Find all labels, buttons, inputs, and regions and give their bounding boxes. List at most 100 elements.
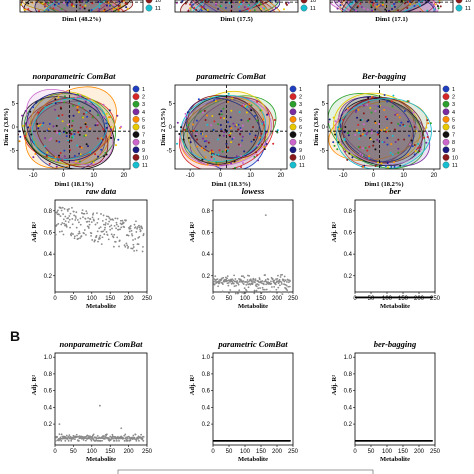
data-point: [206, 9, 209, 12]
data-point: [192, 123, 195, 126]
data-point: [72, 114, 75, 117]
data-point: [414, 150, 417, 153]
data-point: [233, 274, 236, 277]
data-point: [132, 239, 134, 241]
data-point: [79, 237, 81, 240]
data-point: [123, 434, 126, 437]
data-point: [142, 435, 145, 438]
group-ellipse: [180, 94, 267, 162]
data-point: [180, 126, 183, 129]
data-point: [242, 161, 245, 164]
data-point: [237, 123, 240, 126]
data-point: [114, 144, 117, 147]
y-tick-label: 5: [169, 102, 173, 108]
data-point: [203, 140, 206, 143]
data-point: [42, 121, 45, 124]
legend-label: 7: [142, 133, 145, 139]
data-point: [237, 282, 239, 285]
data-point: [63, 208, 66, 210]
data-point: [79, 94, 82, 97]
data-point: [67, 439, 70, 442]
data-point: [370, 4, 373, 7]
data-point: [52, 17, 54, 19]
data-point: [112, 437, 115, 440]
data-point: [88, 223, 91, 226]
data-point: [73, 133, 76, 136]
data-point: [68, 436, 70, 439]
data-point: [212, 128, 215, 131]
data-point: [109, 228, 112, 231]
data-point: [18, 140, 21, 143]
data-point: [413, 144, 416, 147]
legend-swatch: [132, 146, 140, 154]
data-point: [75, 433, 78, 436]
legend-label: 3: [452, 102, 455, 108]
data-point: [240, 118, 243, 121]
data-point: [120, 226, 123, 229]
data-point: [129, 227, 132, 230]
data-point: [372, 2, 375, 5]
data-point: [205, 135, 208, 138]
data-point: [234, 292, 237, 295]
data-point: [52, 125, 55, 128]
data-point: [399, 164, 402, 167]
y-tick-label: 5: [322, 102, 326, 108]
data-point: [390, 143, 393, 146]
data-point: [248, 118, 251, 121]
data-point: [70, 139, 73, 142]
data-point: [214, 278, 216, 281]
data-point: [134, 226, 137, 229]
data-point: [83, 134, 86, 137]
y-tick-label: 0.6: [202, 389, 211, 395]
data-point: [418, 4, 421, 7]
data-point: [27, 8, 30, 11]
data-point: [438, 1, 441, 4]
data-point: [389, 12, 391, 14]
data-point: [61, 230, 63, 233]
data-point: [231, 97, 234, 100]
data-point: [132, 243, 135, 246]
data-point: [129, 439, 132, 442]
data-point: [374, 165, 377, 168]
data-point: [60, 8, 63, 11]
data-point: [358, 137, 361, 140]
data-point: [87, 227, 90, 229]
data-point: [79, 153, 82, 156]
data-point: [240, 3, 243, 6]
y-tick-label: 0.4: [202, 405, 211, 411]
data-point: [78, 221, 80, 224]
data-point: [126, 2, 129, 5]
data-point: [419, 148, 422, 151]
data-point: [63, 222, 66, 225]
data-point: [270, 286, 273, 288]
data-point: [207, 0, 210, 3]
x-axis-label: Dim1 (17.5): [220, 16, 253, 23]
data-point: [72, 5, 75, 8]
data-point: [124, 439, 126, 442]
data-point: [66, 210, 69, 212]
legend-label: 1: [452, 87, 455, 93]
data-point: [417, 13, 419, 15]
data-point: [366, 103, 369, 106]
data-point: [109, 128, 112, 131]
data-point: [87, 0, 90, 2]
data-point: [407, 120, 410, 123]
data-point: [383, 12, 385, 14]
data-point: [115, 439, 118, 442]
data-point: [125, 438, 128, 441]
data-point: [282, 278, 285, 281]
data-point: [357, 145, 360, 148]
data-point: [380, 129, 383, 132]
data-point: [134, 238, 137, 240]
y-tick-label: 0.8: [202, 209, 211, 215]
legend-swatch: [289, 116, 297, 123]
data-point: [70, 3, 73, 6]
data-point: [258, 278, 261, 281]
data-point: [72, 210, 75, 213]
data-point: [112, 219, 115, 221]
data-point: [201, 158, 204, 161]
data-point: [18, 1, 20, 3]
data-point: [131, 234, 134, 237]
data-point: [96, 230, 99, 233]
data-point: [425, 141, 428, 144]
